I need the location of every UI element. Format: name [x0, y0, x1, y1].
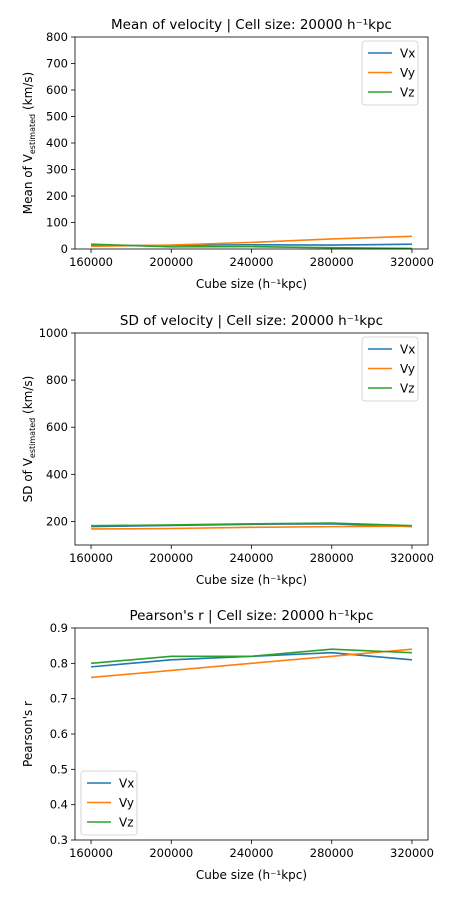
x-axis-label: Cube size (h⁻¹kpc)	[196, 868, 307, 882]
legend: Vx Vy Vz	[361, 336, 419, 402]
y-tick-label: 400	[46, 136, 68, 150]
legend-label-vz: Vz	[400, 86, 415, 100]
y-axis-label-main: Mean of V	[21, 153, 35, 214]
chart-title: Pearson's r | Cell size: 20000 h⁻¹kpc	[129, 608, 373, 624]
x-tick-label: 240000	[230, 846, 274, 860]
legend: Vx Vy Vz	[361, 40, 419, 106]
chart-panel-1: Mean of velocity | Cell size: 20000 h⁻¹k…	[21, 17, 434, 291]
legend-label-vz: Vz	[400, 382, 415, 396]
chart-title: Mean of velocity | Cell size: 20000 h⁻¹k…	[111, 17, 392, 33]
y-tick-label: 600	[46, 83, 68, 97]
y-axis-label-tail: (km/s)	[21, 376, 35, 418]
legend: Vx Vy Vz	[80, 770, 138, 836]
y-tick-label: 400	[46, 467, 68, 481]
y-tick-label: 300	[46, 163, 68, 177]
y-tick-label: 0.7	[50, 692, 68, 706]
chart-title: SD of velocity | Cell size: 20000 h⁻¹kpc	[120, 313, 383, 329]
x-tick-label: 280000	[310, 551, 354, 565]
y-tick-label: 800	[46, 373, 68, 387]
series-line-vy	[91, 525, 412, 530]
series-line-vz	[91, 243, 412, 249]
x-tick-label: 200000	[149, 846, 193, 860]
legend-label-vx: Vx	[119, 777, 134, 791]
legend-label-vx: Vx	[400, 343, 415, 357]
chart-panel-3: Pearson's r | Cell size: 20000 h⁻¹kpc 160…	[21, 608, 434, 882]
chart-panel-2: SD of velocity | Cell size: 20000 h⁻¹kpc…	[21, 313, 434, 587]
x-tick-label: 240000	[230, 551, 274, 565]
x-tick-label: 160000	[69, 846, 113, 860]
y-axis-label-main: SD of V	[21, 457, 35, 502]
x-tick-label: 320000	[390, 255, 434, 269]
y-axis-label: Mean of Vestimated (km/s)	[21, 72, 37, 215]
x-tick-label: 160000	[69, 255, 113, 269]
y-axis-label-tail: (km/s)	[21, 72, 35, 114]
x-tick-label: 280000	[310, 846, 354, 860]
y-tick-label: 600	[46, 420, 68, 434]
series-line-vy	[90, 648, 413, 679]
y-axis-label: Pearson's r	[21, 701, 35, 767]
y-tick-label: 0.4	[50, 798, 68, 812]
y-tick-label: 1000	[39, 326, 68, 340]
y-tick-label: 0.5	[50, 762, 68, 776]
series-line-vz	[90, 648, 412, 665]
legend-label-vy: Vy	[119, 796, 134, 810]
x-axis-label: Cube size (h⁻¹kpc)	[196, 573, 307, 587]
x-tick-label: 280000	[310, 255, 354, 269]
y-tick-label: 0.6	[50, 727, 68, 741]
legend-label-vy: Vy	[400, 362, 415, 376]
y-tick-label: 200	[46, 189, 68, 203]
series-line-vz	[91, 522, 412, 527]
y-axis-label-sub: estimated	[28, 418, 37, 458]
x-tick-label: 160000	[69, 551, 113, 565]
y-axis-label-sub: estimated	[28, 114, 37, 154]
x-tick-label: 240000	[230, 255, 274, 269]
x-tick-label: 320000	[390, 846, 434, 860]
y-axis-label-main: Pearson's r	[21, 701, 35, 767]
legend-label-vx: Vx	[400, 47, 415, 61]
y-tick-label: 800	[46, 30, 68, 44]
y-axis-label: SD of Vestimated (km/s)	[21, 376, 37, 503]
y-tick-label: 700	[46, 57, 68, 71]
y-tick-label: 0.9	[50, 621, 68, 635]
y-tick-label: 0.3	[50, 833, 68, 847]
x-tick-label: 200000	[149, 255, 193, 269]
y-tick-label: 500	[46, 110, 68, 124]
y-tick-label: 100	[46, 216, 68, 230]
x-tick-label: 320000	[390, 551, 434, 565]
y-tick-label: 0.8	[50, 656, 68, 670]
y-tick-label: 200	[46, 514, 68, 528]
legend-label-vy: Vy	[400, 66, 415, 80]
x-axis-label: Cube size (h⁻¹kpc)	[196, 277, 307, 291]
y-tick-label: 0	[61, 242, 68, 256]
x-tick-label: 200000	[149, 551, 193, 565]
legend-label-vz: Vz	[119, 816, 134, 830]
